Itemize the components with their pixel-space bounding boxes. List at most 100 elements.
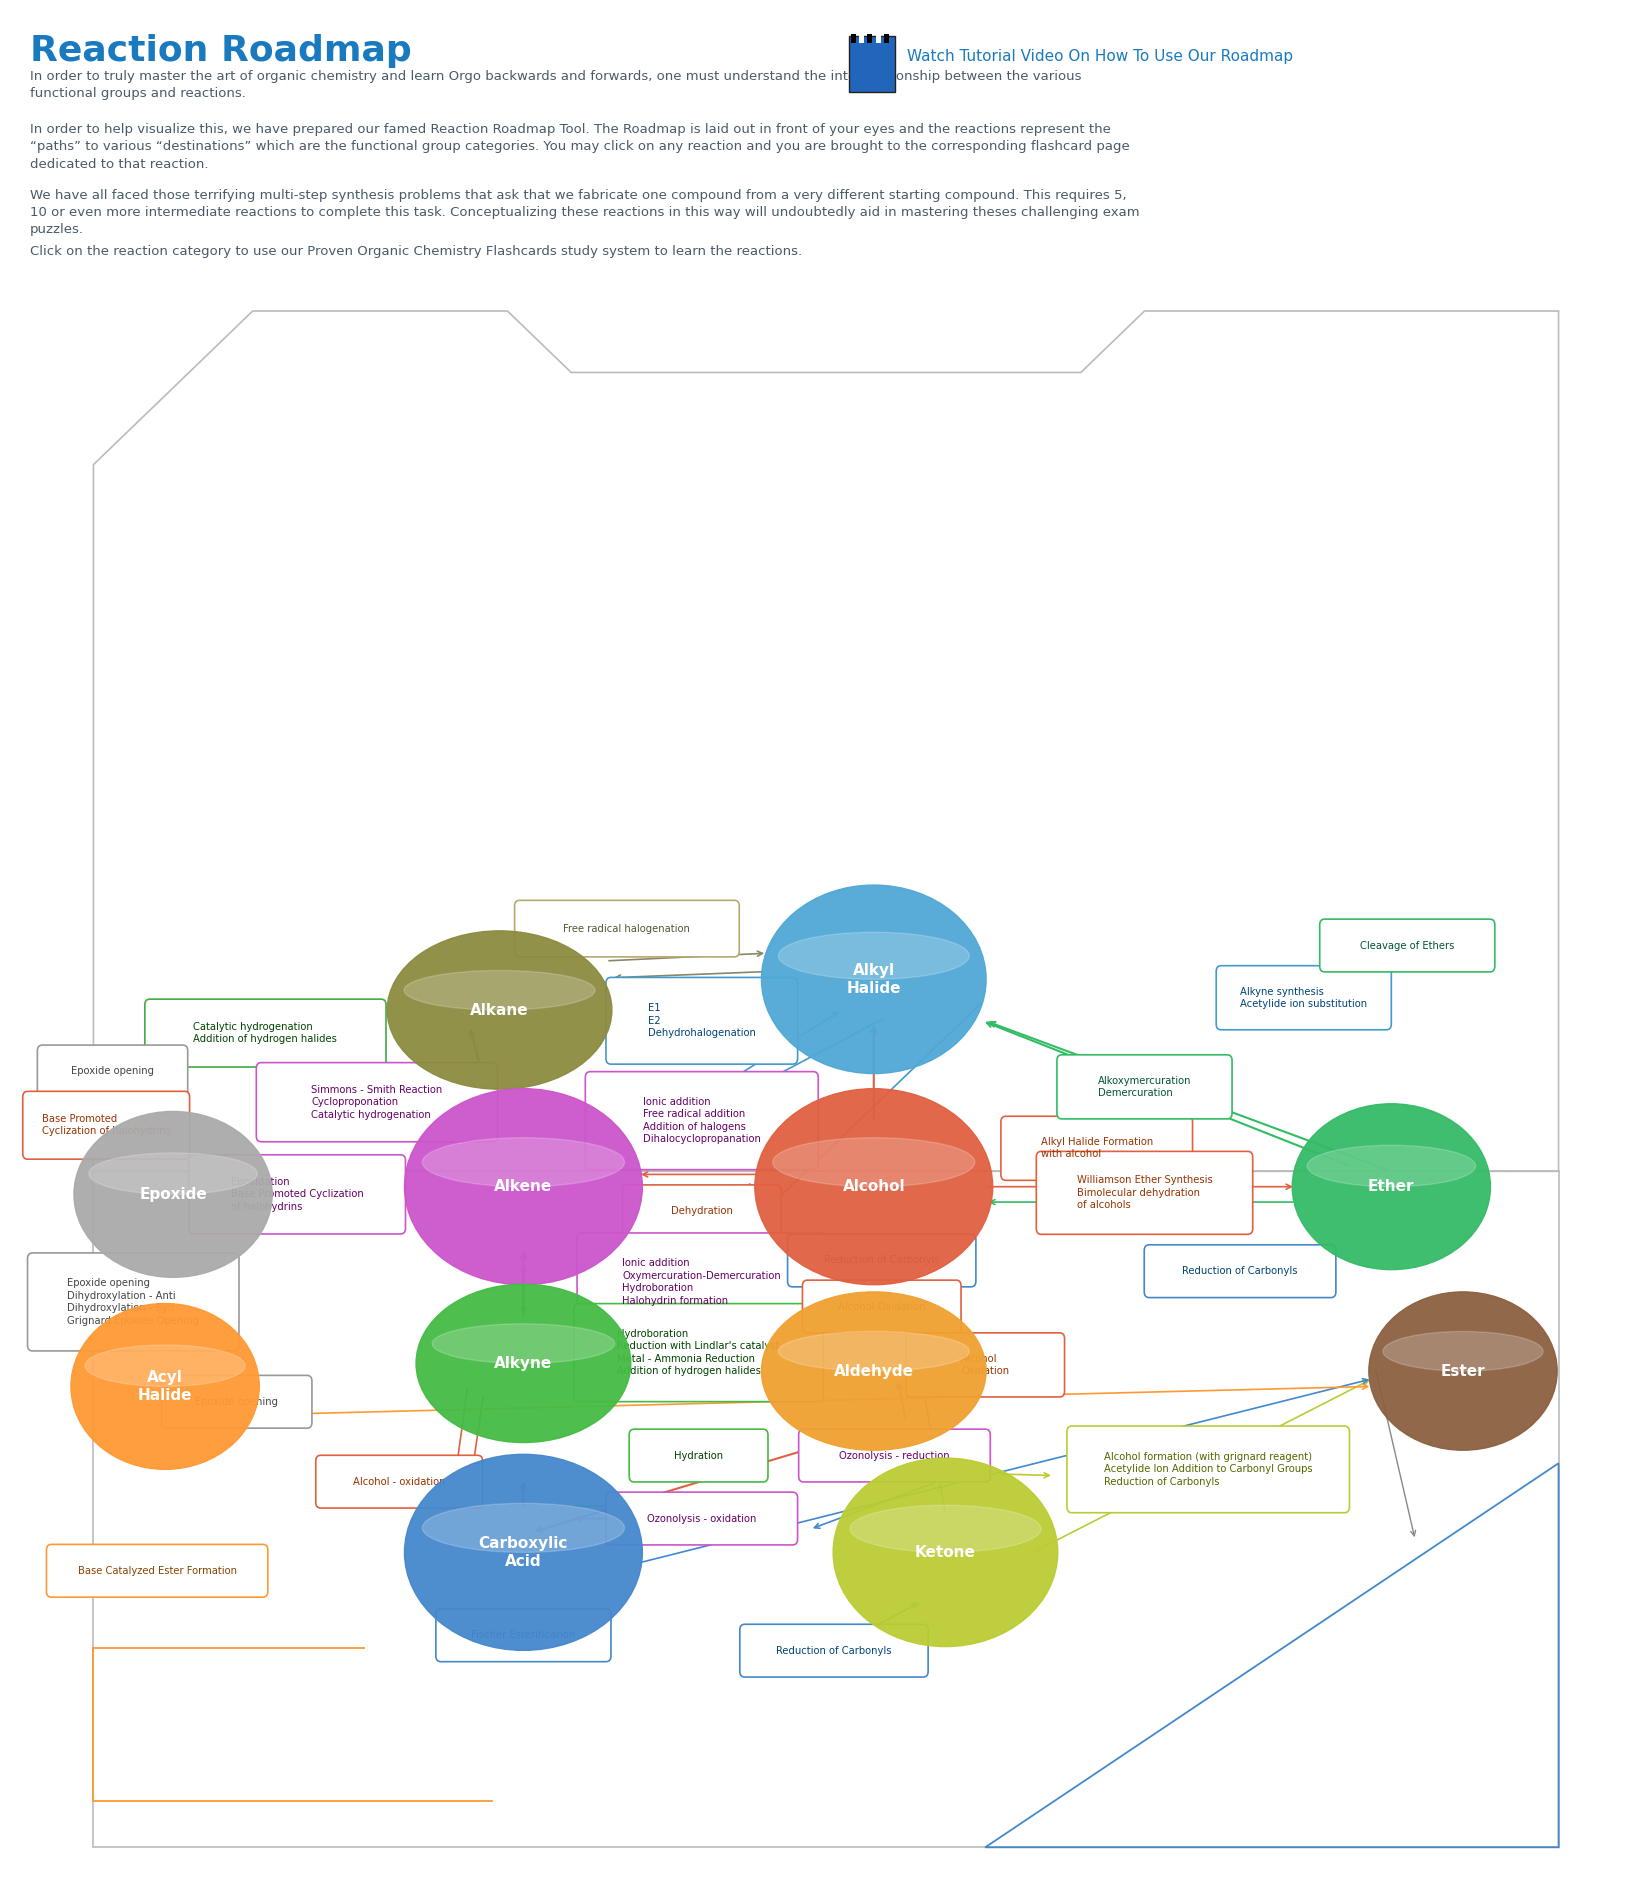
FancyBboxPatch shape: [859, 34, 864, 43]
FancyBboxPatch shape: [788, 1235, 976, 1287]
FancyBboxPatch shape: [316, 1455, 482, 1508]
FancyBboxPatch shape: [1320, 920, 1495, 973]
FancyBboxPatch shape: [606, 1493, 798, 1546]
Text: Aldehyde: Aldehyde: [834, 1363, 914, 1378]
Text: Reduction of Carbonyls: Reduction of Carbonyls: [776, 1646, 892, 1655]
Ellipse shape: [1307, 1146, 1475, 1188]
Ellipse shape: [433, 1323, 615, 1363]
Ellipse shape: [89, 1154, 258, 1195]
Text: Reaction Roadmap: Reaction Roadmap: [30, 34, 411, 68]
Text: Reduction of Carbonyls: Reduction of Carbonyls: [824, 1255, 940, 1265]
Text: Watch Tutorial Video On How To Use Our Roadmap: Watch Tutorial Video On How To Use Our R…: [907, 49, 1294, 64]
FancyBboxPatch shape: [577, 1233, 826, 1331]
Ellipse shape: [1370, 1291, 1558, 1450]
FancyBboxPatch shape: [573, 1304, 823, 1402]
Ellipse shape: [423, 1504, 624, 1553]
Text: Alkene: Alkene: [494, 1180, 552, 1195]
FancyBboxPatch shape: [1216, 965, 1391, 1029]
Text: Fischer Esterification: Fischer Esterification: [471, 1631, 575, 1640]
FancyBboxPatch shape: [803, 1280, 961, 1333]
FancyBboxPatch shape: [436, 1610, 611, 1663]
Ellipse shape: [778, 933, 970, 980]
FancyBboxPatch shape: [884, 34, 889, 43]
Ellipse shape: [405, 1090, 643, 1286]
Ellipse shape: [755, 1090, 993, 1286]
FancyBboxPatch shape: [623, 1186, 781, 1238]
Ellipse shape: [416, 1284, 631, 1442]
Text: Cleavage of Ethers: Cleavage of Ethers: [1360, 941, 1454, 950]
Text: Base Catalyzed Ester Formation: Base Catalyzed Ester Formation: [78, 1566, 236, 1576]
Ellipse shape: [1383, 1331, 1543, 1370]
Text: Ionic addition
Oxymercuration-Demercuration
Hydroboration
Halohydrin formation: Ionic addition Oxymercuration-Demercurat…: [623, 1259, 781, 1306]
FancyBboxPatch shape: [867, 34, 872, 43]
Text: Simmons - Smith Reaction
Cycloproponation
Catalytic hydrogenation: Simmons - Smith Reaction Cycloproponatio…: [311, 1084, 443, 1120]
Text: Ozonolysis - oxidation: Ozonolysis - oxidation: [648, 1514, 757, 1523]
Ellipse shape: [849, 1506, 1041, 1553]
Text: Alkyl Halide Formation
with alcohol: Alkyl Halide Formation with alcohol: [1041, 1137, 1153, 1159]
Ellipse shape: [773, 1139, 975, 1188]
Text: Acyl
Halide: Acyl Halide: [137, 1370, 192, 1402]
Text: Dehydration: Dehydration: [671, 1206, 733, 1216]
FancyBboxPatch shape: [876, 34, 881, 43]
Text: Hydroboration
Reduction with Lindlar's catalyst
Metal - Ammonia Reduction
Additi: Hydroboration Reduction with Lindlar's c…: [618, 1329, 780, 1376]
FancyBboxPatch shape: [629, 1429, 768, 1482]
Text: Alkyne: Alkyne: [494, 1355, 552, 1370]
Text: Ozonolysis - reduction: Ozonolysis - reduction: [839, 1451, 950, 1461]
Text: Alcohol formation (with grignard reagent)
Acetylide Ion Addition to Carbonyl Gro: Alcohol formation (with grignard reagent…: [1104, 1451, 1313, 1487]
Ellipse shape: [71, 1303, 259, 1468]
Text: Epoxide opening: Epoxide opening: [71, 1067, 154, 1076]
Ellipse shape: [405, 971, 595, 1010]
Ellipse shape: [423, 1139, 624, 1188]
Text: Ester: Ester: [1441, 1363, 1485, 1378]
FancyBboxPatch shape: [1057, 1056, 1232, 1120]
Text: Ketone: Ketone: [915, 1546, 976, 1559]
Text: Alcohol: Alcohol: [843, 1180, 905, 1195]
Ellipse shape: [762, 1291, 986, 1450]
Text: In order to truly master the art of organic chemistry and learn Orgo backwards a: In order to truly master the art of orga…: [30, 70, 1082, 100]
FancyBboxPatch shape: [1145, 1244, 1336, 1297]
Text: Catalytic hydrogenation
Addition of hydrogen halides: Catalytic hydrogenation Addition of hydr…: [193, 1022, 337, 1044]
Text: Epoxidation
Base Promoted Cyclization
of halohydrins: Epoxidation Base Promoted Cyclization of…: [231, 1176, 363, 1212]
Ellipse shape: [762, 886, 986, 1074]
Text: Epoxide opening: Epoxide opening: [195, 1397, 278, 1406]
Text: Ether: Ether: [1368, 1180, 1414, 1195]
Text: Williamson Ether Synthesis
Bimolecular dehydration
of alcohols: Williamson Ether Synthesis Bimolecular d…: [1077, 1176, 1213, 1210]
Ellipse shape: [387, 931, 611, 1090]
Text: Click on the reaction category to use our Proven Organic Chemistry Flashcards st: Click on the reaction category to use ou…: [30, 245, 801, 258]
Text: Alkyl
Halide: Alkyl Halide: [846, 963, 900, 995]
FancyBboxPatch shape: [1067, 1427, 1350, 1514]
Text: Alcohol
Oxidation: Alcohol Oxidation: [961, 1353, 1009, 1376]
FancyBboxPatch shape: [188, 1156, 405, 1235]
Text: Hydration: Hydration: [674, 1451, 724, 1461]
Ellipse shape: [778, 1331, 970, 1370]
Text: Free radical halogenation: Free radical halogenation: [563, 924, 691, 933]
FancyBboxPatch shape: [38, 1044, 188, 1097]
FancyBboxPatch shape: [1001, 1116, 1193, 1180]
Text: We have all faced those terrifying multi-step synthesis problems that ask that w: We have all faced those terrifying multi…: [30, 188, 1140, 236]
Text: Reduction of Carbonyls: Reduction of Carbonyls: [1183, 1267, 1298, 1276]
FancyBboxPatch shape: [585, 1073, 818, 1171]
FancyBboxPatch shape: [162, 1376, 312, 1429]
Text: Epoxide opening
Dihydroxylation - Anti
Dihydroxylation - Syn
Grignard Epoxide Op: Epoxide opening Dihydroxylation - Anti D…: [68, 1278, 200, 1325]
Text: Alcohol Oxidation: Alcohol Oxidation: [838, 1301, 925, 1312]
FancyBboxPatch shape: [46, 1544, 268, 1597]
Ellipse shape: [833, 1459, 1057, 1647]
Text: Base Promoted
Cyclization of halohydrins: Base Promoted Cyclization of halohydrins: [41, 1114, 170, 1137]
FancyBboxPatch shape: [740, 1625, 928, 1678]
FancyBboxPatch shape: [256, 1063, 497, 1142]
Text: Alkane: Alkane: [471, 1003, 529, 1018]
FancyBboxPatch shape: [798, 1429, 990, 1482]
Text: Carboxylic
Acid: Carboxylic Acid: [479, 1536, 568, 1568]
Text: Epoxide: Epoxide: [139, 1188, 206, 1203]
Text: Alkyne synthesis
Acetylide ion substitution: Alkyne synthesis Acetylide ion substitut…: [1241, 986, 1368, 1008]
Text: Alcohol - oxidation: Alcohol - oxidation: [354, 1476, 446, 1487]
Ellipse shape: [74, 1112, 273, 1278]
Text: E1
E2
Dehydrohalogenation: E1 E2 Dehydrohalogenation: [648, 1003, 755, 1039]
FancyBboxPatch shape: [145, 999, 387, 1067]
FancyBboxPatch shape: [1036, 1152, 1252, 1235]
FancyBboxPatch shape: [905, 1333, 1064, 1397]
Ellipse shape: [84, 1344, 244, 1385]
FancyBboxPatch shape: [28, 1254, 240, 1352]
FancyBboxPatch shape: [606, 978, 798, 1065]
Ellipse shape: [1292, 1105, 1490, 1270]
